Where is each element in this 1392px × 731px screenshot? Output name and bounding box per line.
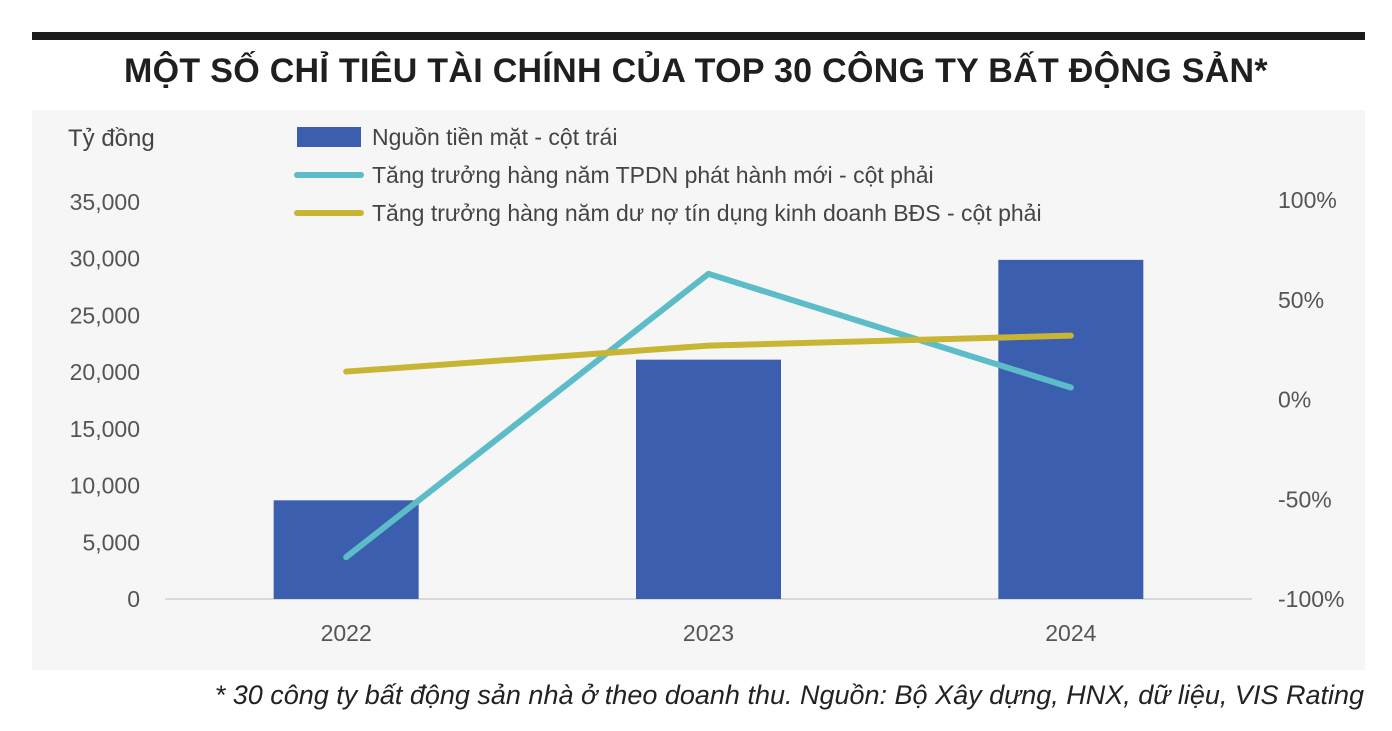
- y2-tick-label: -100%: [1278, 586, 1344, 612]
- legend-label: Tăng trưởng hàng năm dư nợ tín dụng kinh…: [372, 200, 1042, 226]
- x-tick-label: 2022: [321, 620, 372, 646]
- y2-tick-label: 100%: [1278, 187, 1337, 213]
- y-tick-label: 20,000: [70, 359, 140, 385]
- chart-title: MỘT SỐ CHỈ TIÊU TÀI CHÍNH CỦA TOP 30 CÔN…: [124, 52, 1268, 90]
- series-2-point: [707, 344, 710, 347]
- series-2-point: [1069, 334, 1072, 337]
- series-1-point: [345, 556, 348, 559]
- series-2-point: [345, 370, 348, 373]
- series-1-point: [707, 272, 710, 275]
- legend-swatch-bar: [297, 127, 361, 147]
- y-tick-label: 10,000: [70, 473, 140, 499]
- y-tick-label: 15,000: [70, 416, 140, 442]
- bar-2023: [636, 359, 781, 599]
- y-tick-label: 0: [127, 586, 140, 612]
- y2-tick-label: 50%: [1278, 287, 1324, 313]
- legend-label: Nguồn tiền mặt - cột trái: [372, 124, 617, 150]
- y-axis-label: Tỷ đồng: [68, 125, 155, 152]
- y-tick-label: 25,000: [70, 302, 140, 328]
- x-tick-label: 2024: [1045, 620, 1096, 646]
- top-rule: [32, 32, 1365, 40]
- y-tick-label: 5,000: [82, 529, 140, 555]
- y-tick-label: 30,000: [70, 246, 140, 272]
- bar-2024: [998, 259, 1144, 599]
- series-1-point: [1069, 386, 1072, 389]
- legend-label: Tăng trưởng hàng năm TPDN phát hành mới …: [372, 162, 934, 188]
- y2-tick-label: -50%: [1278, 486, 1332, 512]
- x-tick-label: 2023: [683, 620, 734, 646]
- y2-tick-label: 0%: [1278, 387, 1311, 413]
- y-tick-label: 35,000: [70, 189, 140, 215]
- footnote: * 30 công ty bất động sản nhà ở theo doa…: [214, 680, 1364, 710]
